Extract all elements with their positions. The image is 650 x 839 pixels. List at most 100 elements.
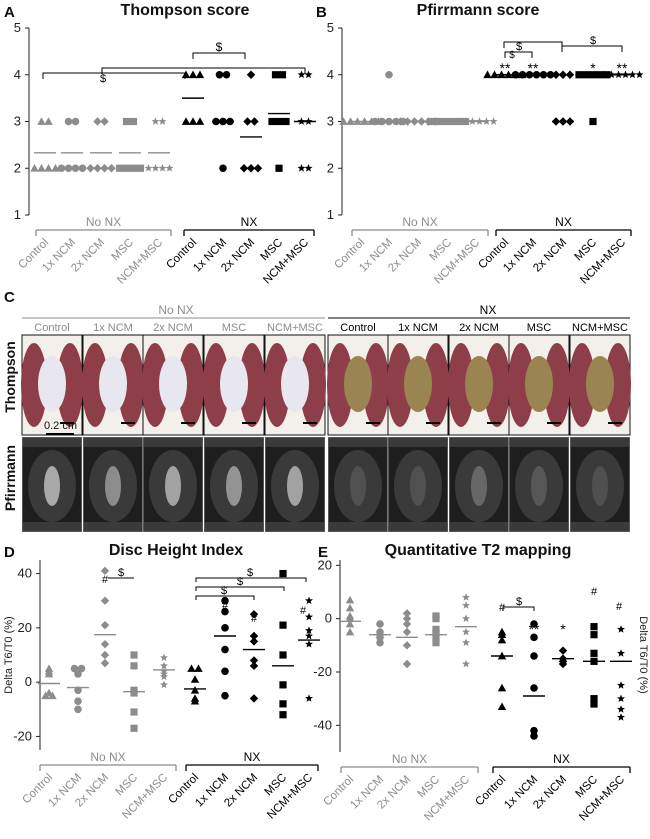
data-point [74, 670, 82, 678]
data-point [376, 633, 384, 642]
data-point [497, 627, 507, 636]
data-point [93, 164, 102, 173]
data-point [497, 683, 507, 692]
data-point [590, 649, 598, 657]
panel-b-letter: B [316, 4, 327, 21]
category-label: 2x NCM [531, 237, 569, 275]
significance-bracket [101, 67, 306, 74]
category-label: MSC [573, 237, 600, 264]
data-point [160, 672, 168, 681]
thompson-photo [82, 334, 144, 436]
nucleus [220, 356, 248, 412]
data-point [530, 633, 538, 642]
data-point [249, 637, 259, 646]
data-point [402, 627, 412, 637]
data-point [297, 164, 306, 172]
data-point [100, 566, 110, 576]
data-point [402, 659, 412, 669]
mri-image [387, 436, 449, 533]
data-point [194, 664, 203, 672]
significance-mark: $ [221, 585, 227, 597]
significance-stars: * [560, 621, 566, 637]
significance-mark: # [499, 602, 506, 614]
data-point [71, 164, 80, 173]
annulus-right [118, 343, 144, 427]
y-tick-label: -40 [313, 717, 332, 732]
mri-disc [394, 450, 442, 522]
mri-nucleus [44, 466, 60, 506]
tile-label: NCM+MSC [267, 322, 323, 334]
significance-stars: ** [500, 60, 511, 76]
thompson-photo [569, 334, 631, 436]
significance-bracket [195, 577, 307, 582]
significance-mark: $ [590, 35, 596, 47]
data-point [590, 623, 598, 631]
data-point [243, 117, 252, 126]
data-point [376, 628, 384, 636]
data-point [130, 651, 138, 659]
annulus-right [423, 343, 449, 427]
data-point [221, 667, 229, 676]
mri-nucleus [531, 466, 547, 506]
significance-stars: * [590, 60, 596, 76]
thompson-photo [264, 334, 326, 436]
data-point [122, 164, 131, 172]
nucleus [344, 356, 372, 412]
data-point [305, 612, 313, 621]
mri-endplate [388, 522, 448, 532]
data-point [57, 164, 66, 173]
thompson-photo [203, 334, 265, 436]
y-tick-label: 20 [18, 620, 32, 635]
significance-bracket [192, 52, 246, 59]
y-tick-label: 4 [14, 67, 21, 82]
mri-image [264, 436, 326, 533]
mri-disc [334, 450, 382, 522]
nucleus [99, 356, 127, 412]
mri-endplate [143, 437, 203, 447]
data-point [551, 70, 561, 79]
data-point [432, 633, 440, 641]
data-point [396, 117, 405, 126]
data-point [70, 664, 79, 673]
data-point [100, 639, 110, 649]
significance-mark: # [300, 605, 307, 617]
data-point [402, 619, 412, 629]
annulus-right [57, 343, 83, 427]
mri-endplate [22, 437, 82, 447]
y-tick-label: 40 [18, 566, 32, 581]
y-tick-label: -20 [313, 664, 332, 679]
category-label: MSC [110, 237, 137, 264]
thompson-photo [327, 334, 389, 436]
panel-c: C No NX NX Control 1x NCM 2x NCM MSC NCM+MSC… [2, 289, 631, 533]
data-point [590, 631, 598, 639]
data-point [100, 117, 109, 126]
data-point [275, 117, 283, 126]
data-point [617, 681, 625, 689]
significance-bracket [561, 45, 623, 52]
data-point [93, 117, 102, 126]
data-point [279, 651, 287, 659]
y-tick-label: 3 [327, 114, 334, 129]
mri-endplate [83, 437, 143, 447]
data-point [30, 164, 39, 172]
data-point [600, 70, 609, 79]
tile-label: Control [340, 322, 375, 334]
y-tick-label: 2 [14, 160, 21, 175]
mri-endplate [509, 522, 569, 532]
annulus-right [544, 343, 570, 427]
annulus-left [203, 343, 229, 427]
group-label: NX [244, 750, 261, 764]
significance-stars: ** [528, 60, 539, 76]
data-point [462, 638, 470, 647]
data-point [483, 70, 492, 79]
data-point [219, 164, 227, 173]
data-point [249, 656, 259, 665]
data-point [497, 702, 507, 711]
data-point [617, 694, 625, 703]
significance-mark: # [616, 601, 623, 613]
data-point [530, 652, 538, 660]
y-axis-label: Delta T6/T0 (%) [637, 616, 649, 693]
data-point [190, 675, 200, 683]
scale-bar-label: 0.2 cm [44, 420, 77, 432]
mri-nucleus [226, 466, 242, 506]
